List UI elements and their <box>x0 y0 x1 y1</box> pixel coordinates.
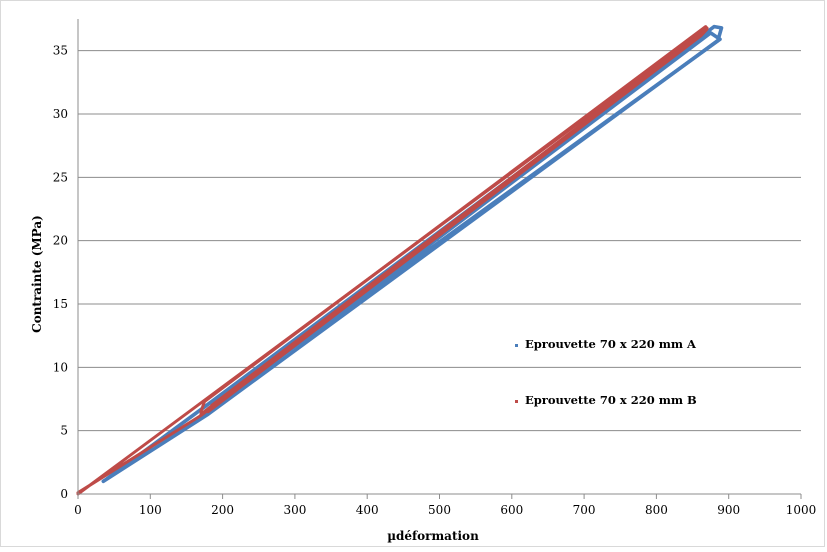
x-tick-label: 400 <box>356 503 379 517</box>
x-tick-label: 600 <box>500 503 523 517</box>
x-tick-label: 0 <box>74 503 82 517</box>
y-tick-label: 25 <box>53 170 68 184</box>
x-tick-labels: 0 100 200 300 400 500 600 700 800 900 1000 <box>74 503 816 517</box>
y-tick-label: 35 <box>53 44 68 58</box>
x-tick-label: 800 <box>645 503 668 517</box>
legend-label-0: Eprouvette 70 x 220 mm A <box>525 337 697 351</box>
series-0-loop-0 <box>101 24 724 484</box>
x-tick-label: 1000 <box>786 503 817 517</box>
legend: Eprouvette 70 x 220 mm A Eprouvette 70 x … <box>515 337 697 407</box>
axes <box>77 19 802 499</box>
x-axis-title: µdéformation <box>387 529 479 543</box>
y-tick-label: 15 <box>53 297 68 311</box>
x-tick-label: 200 <box>211 503 234 517</box>
y-tick-label: 10 <box>53 360 68 374</box>
x-tick-label: 500 <box>428 503 451 517</box>
series-1 <box>76 25 709 496</box>
y-axis-title: Contrainte (MPa) <box>30 215 44 333</box>
x-tick-label: 700 <box>573 503 596 517</box>
gridlines <box>78 50 801 432</box>
series-0-loop-1 <box>202 31 722 417</box>
y-tick-labels: 0 5 10 15 20 25 30 35 <box>53 44 68 501</box>
x-tick-label: 100 <box>139 503 162 517</box>
x-tick-label: 300 <box>283 503 306 517</box>
series-1-loop-2 <box>206 27 709 414</box>
y-tick-label: 0 <box>60 487 68 501</box>
series-0 <box>101 24 724 484</box>
legend-swatch-0 <box>515 344 518 347</box>
y-tick-label: 30 <box>53 107 68 121</box>
legend-swatch-1 <box>515 400 518 403</box>
series-layer <box>76 24 724 496</box>
legend-label-1: Eprouvette 70 x 220 mm B <box>525 393 697 407</box>
x-tick-label: 900 <box>717 503 740 517</box>
y-tick-label: 20 <box>53 234 68 248</box>
y-tick-label: 5 <box>60 424 68 438</box>
